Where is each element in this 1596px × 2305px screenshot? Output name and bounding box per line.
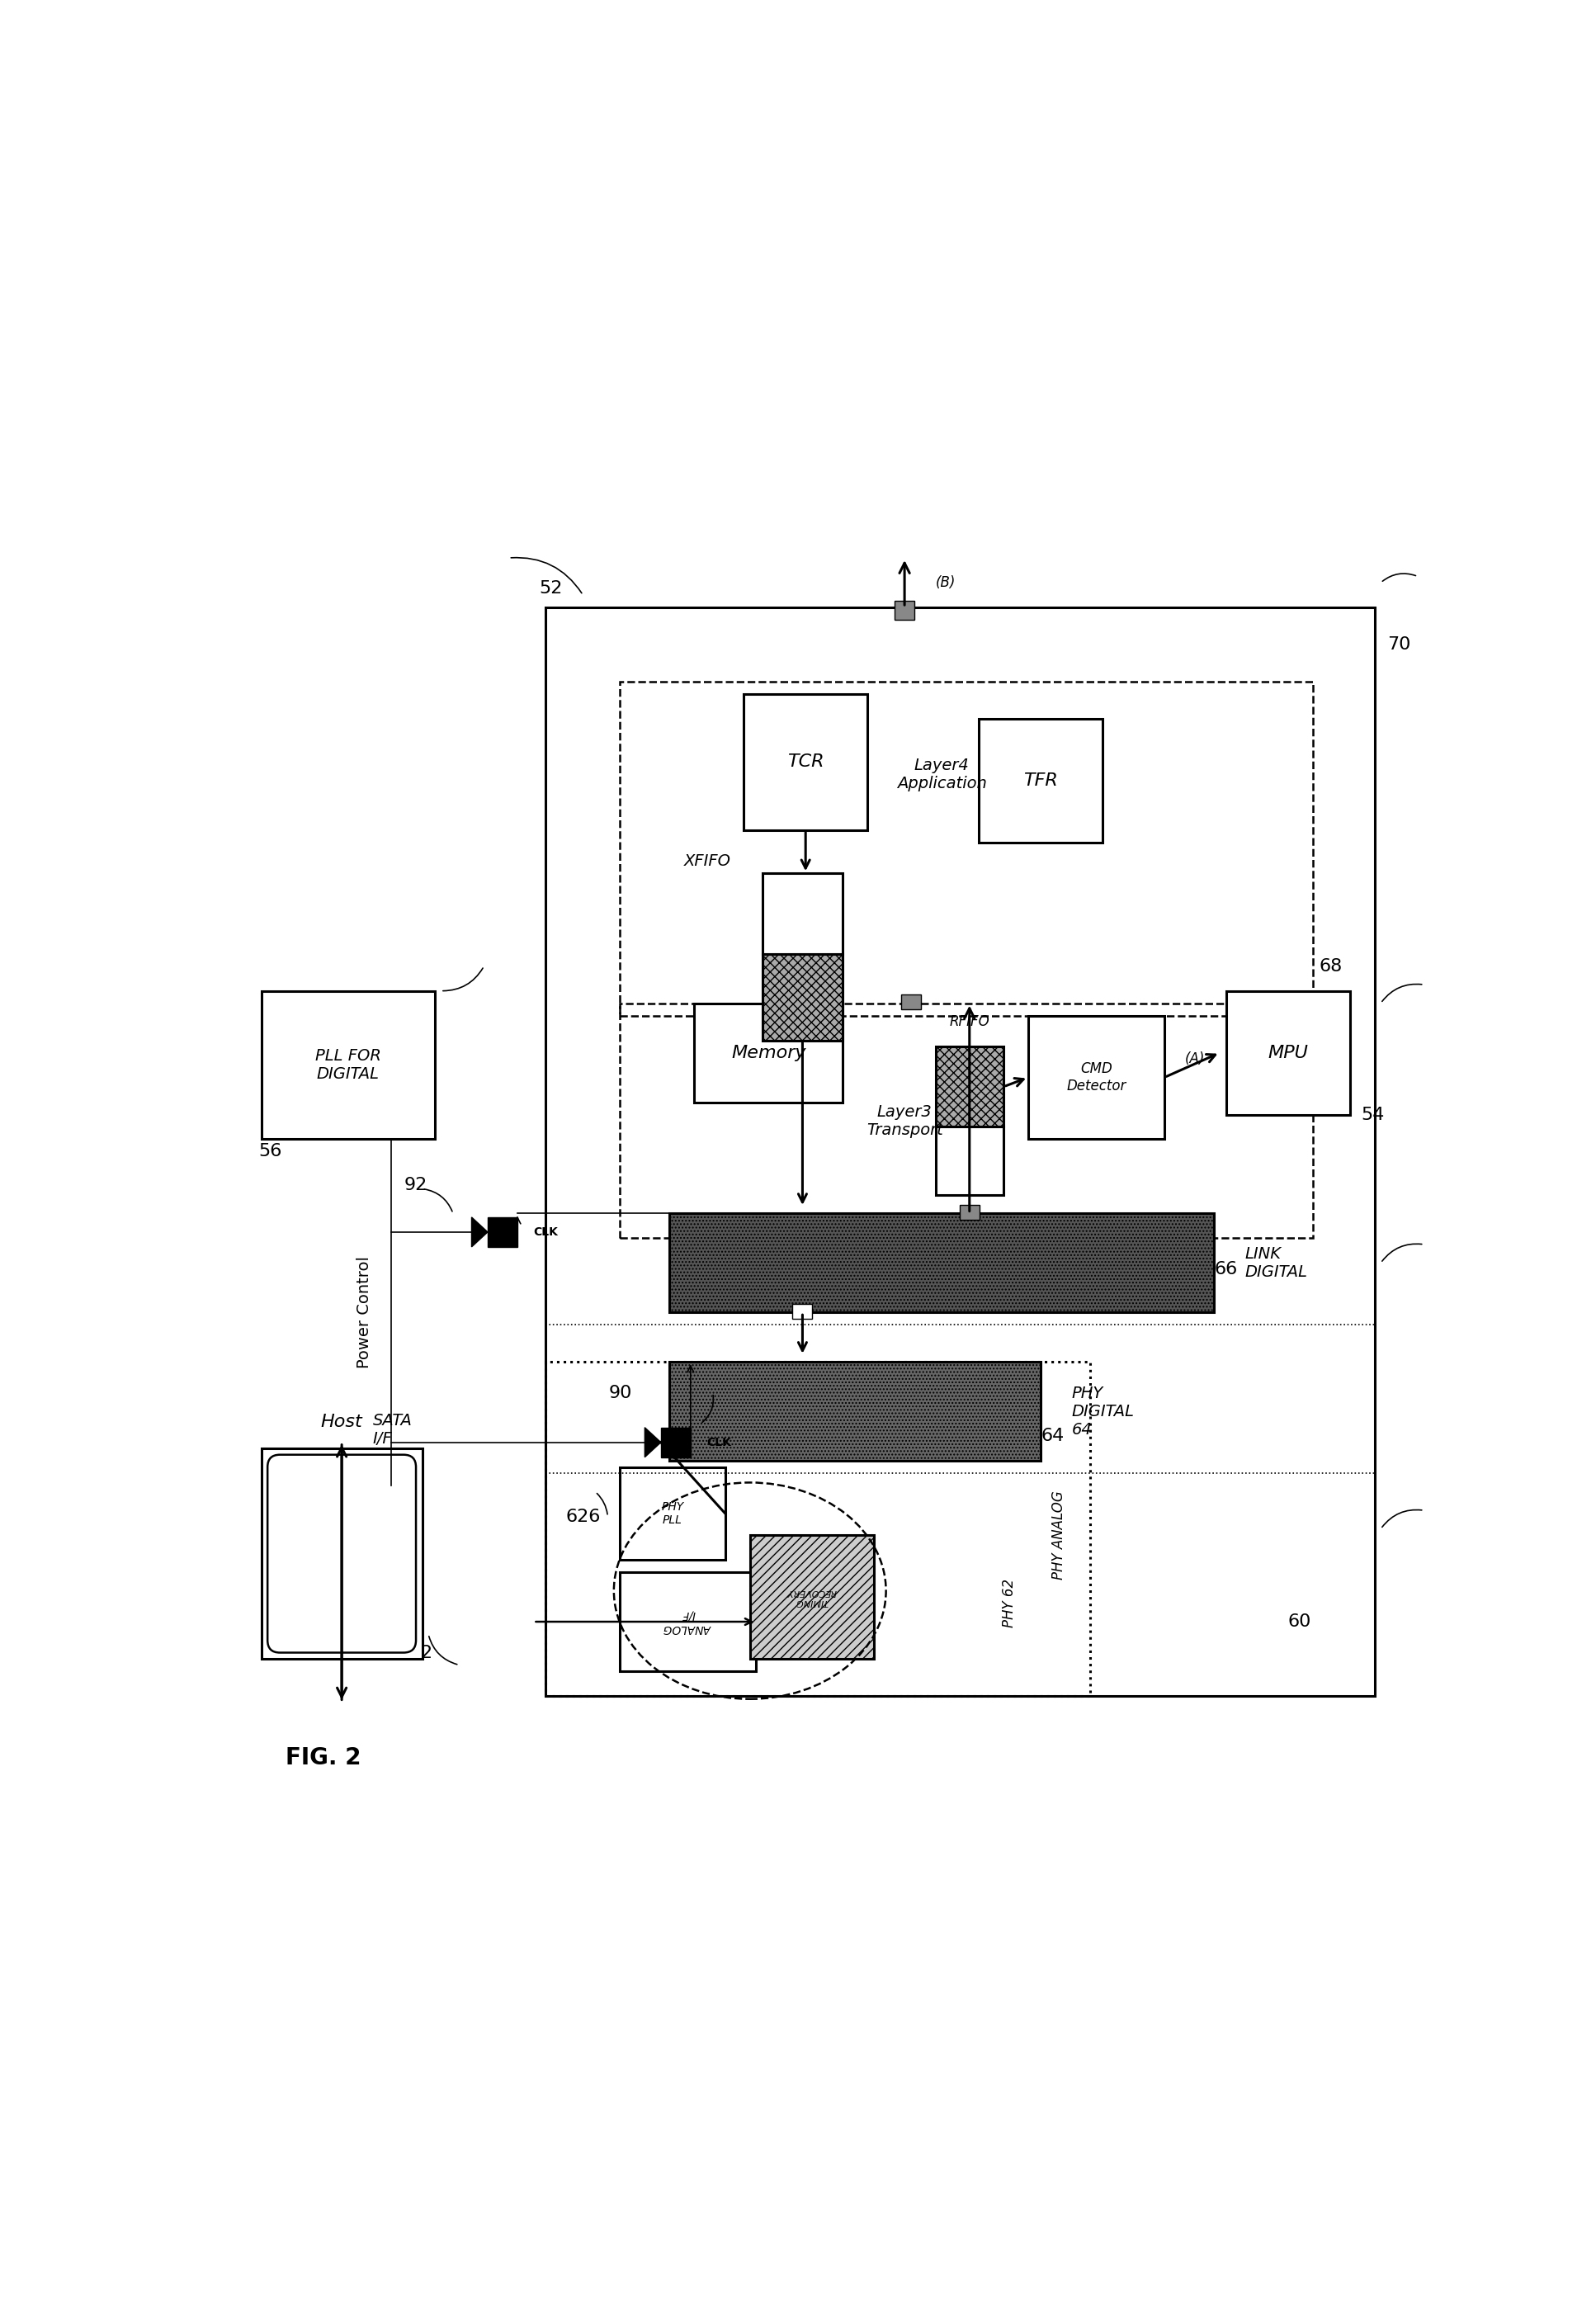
Text: PLL FOR
DIGITAL: PLL FOR DIGITAL [314,1049,381,1081]
Bar [900,993,921,1010]
Text: FIG. 2: FIG. 2 [286,1747,361,1770]
Bar [1226,991,1350,1116]
Bar [621,1572,757,1671]
Text: TCR: TCR [787,754,824,770]
Text: Layer3
Transport: Layer3 Transport [867,1104,943,1139]
Bar [895,602,915,620]
Bar [262,991,434,1139]
Text: PHY
PLL: PHY PLL [661,1501,683,1526]
Text: 60: 60 [1288,1613,1312,1630]
Text: 66: 66 [1215,1261,1238,1277]
Text: LINK
DIGITAL: LINK DIGITAL [1245,1247,1307,1279]
Text: 2: 2 [420,1643,431,1662]
Bar [621,682,1314,1017]
Text: 70: 70 [1387,636,1411,652]
Polygon shape [645,1427,661,1457]
Bar [750,1535,873,1660]
Text: (B): (B) [935,576,956,590]
Text: CLK: CLK [533,1226,559,1238]
Text: PHY 62: PHY 62 [1002,1579,1017,1627]
Polygon shape [472,1217,488,1247]
Text: SATA
I/F: SATA I/F [373,1413,412,1448]
Text: (A): (A) [1186,1051,1205,1067]
Text: RFIFO: RFIFO [950,1014,990,1030]
Bar [670,1212,1215,1312]
Text: Host: Host [321,1413,362,1429]
Bar [670,1362,1041,1461]
Text: CMD
Detector: CMD Detector [1066,1060,1127,1093]
Text: MPU: MPU [1267,1044,1309,1060]
Bar [978,719,1103,841]
Text: PHY
DIGITAL
64: PHY DIGITAL 64 [1071,1385,1135,1438]
Bar [744,694,868,830]
Bar [935,1046,1004,1127]
Bar [488,1217,517,1247]
Text: 54: 54 [1361,1106,1384,1123]
Text: 68: 68 [1318,959,1342,975]
Bar [546,609,1374,1696]
Text: 92: 92 [404,1178,428,1194]
Bar [935,1127,1004,1194]
Text: PHY ANALOG: PHY ANALOG [1052,1491,1066,1579]
Bar [959,1206,980,1219]
Bar [763,954,843,1040]
Text: Power Control: Power Control [356,1256,372,1369]
Bar [621,1466,725,1560]
Text: Layer4
Application: Layer4 Application [897,758,986,791]
Text: ANALOG
I/F: ANALOG I/F [664,1609,712,1634]
Text: CLK: CLK [707,1436,731,1448]
Bar [546,1362,1090,1696]
Bar [621,1003,1314,1238]
Bar [763,874,843,954]
Text: 90: 90 [608,1385,632,1401]
Text: TIMING
RECOVERY: TIMING RECOVERY [787,1588,836,1607]
Text: 56: 56 [259,1143,282,1159]
Bar [1028,1017,1165,1139]
FancyBboxPatch shape [268,1454,417,1653]
Bar [793,1305,812,1318]
Bar [262,1448,421,1660]
Bar [694,1003,843,1102]
Text: XFIFO: XFIFO [685,853,731,869]
Text: 626: 626 [565,1507,600,1526]
Text: 52: 52 [539,581,562,597]
Text: 64: 64 [1041,1427,1065,1445]
Text: TFR: TFR [1023,772,1058,788]
Text: Memory: Memory [731,1044,806,1060]
Bar [661,1427,691,1457]
